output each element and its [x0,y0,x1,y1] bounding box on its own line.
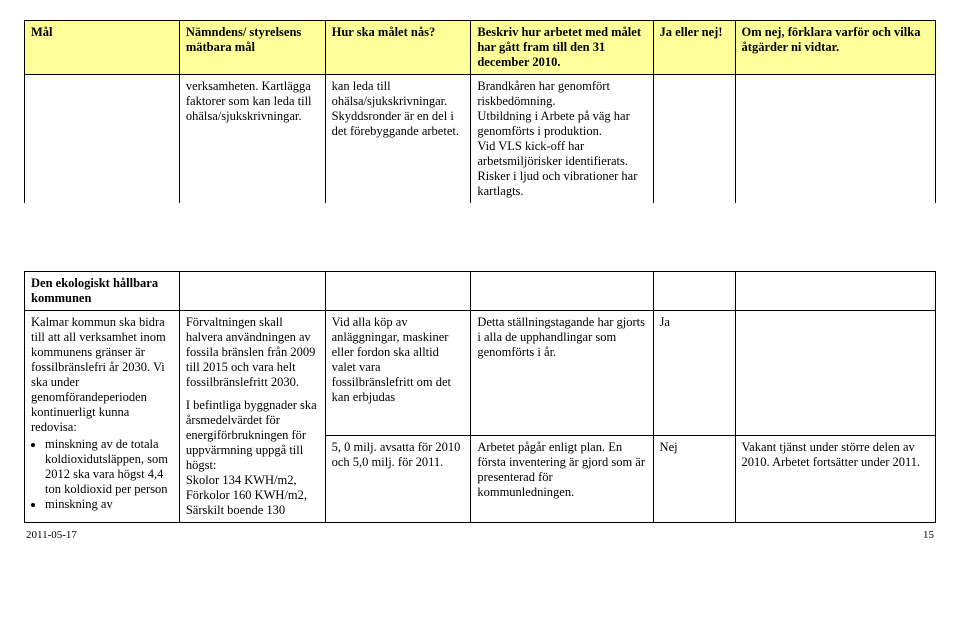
cell: Detta ställningstagande har gjorts i all… [471,311,653,436]
cell [735,75,935,204]
cell: Brandkåren har genomfört riskbedömning. … [471,75,653,204]
col-header-hur: Hur ska målet nås? [325,21,471,75]
cell-para: I befintliga byggnader ska årsmedelvärde… [186,398,319,518]
goals-table: Mål Nämndens/ styrelsens mätbara mål Hur… [24,20,936,523]
cell-text: Kalmar kommun ska bidra till att all ver… [31,315,166,434]
cell [25,75,180,204]
cell: Vakant tjänst under större delen av 2010… [735,435,935,522]
section-header-row: Den ekologiskt hållbara kommunen [25,272,936,311]
table-row: Kalmar kommun ska bidra till att all ver… [25,311,936,436]
footer-date: 2011-05-17 [26,529,77,541]
cell: Förvaltningen skall halvera användningen… [179,311,325,523]
cell [653,75,735,204]
cell: Nej [653,435,735,522]
cell: kan leda till ohälsa/sjukskrivningar. Sk… [325,75,471,204]
bullet-list: minskning av de totala koldioxidutsläppe… [45,437,173,512]
cell: verksamheten. Kartlägga faktorer som kan… [179,75,325,204]
table-row: verksamheten. Kartlägga faktorer som kan… [25,75,936,204]
cell: Ja [653,311,735,436]
section-title: Den ekologiskt hållbara kommunen [25,272,180,311]
col-header-omnej: Om nej, förklara varför och vilka åtgärd… [735,21,935,75]
col-header-beskriv: Beskriv hur arbetet med målet har gått f… [471,21,653,75]
page-footer: 2011-05-17 15 [24,529,936,541]
table-header-row: Mål Nämndens/ styrelsens mätbara mål Hur… [25,21,936,75]
col-header-mal: Mål [25,21,180,75]
list-item: minskning av [45,497,173,512]
col-header-matbara: Nämndens/ styrelsens mätbara mål [179,21,325,75]
list-item: minskning av de totala koldioxidutsläppe… [45,437,173,497]
col-header-janer: Ja eller nej! [653,21,735,75]
cell [735,311,935,436]
cell: 5, 0 milj. avsatta för 2010 och 5,0 milj… [325,435,471,522]
cell: Kalmar kommun ska bidra till att all ver… [25,311,180,523]
cell-para: Förvaltningen skall halvera användningen… [186,315,319,390]
cell: Vid alla köp av anläggningar, maskiner e… [325,311,471,436]
footer-page: 15 [923,529,934,541]
cell: Arbetet pågår enligt plan. En första inv… [471,435,653,522]
